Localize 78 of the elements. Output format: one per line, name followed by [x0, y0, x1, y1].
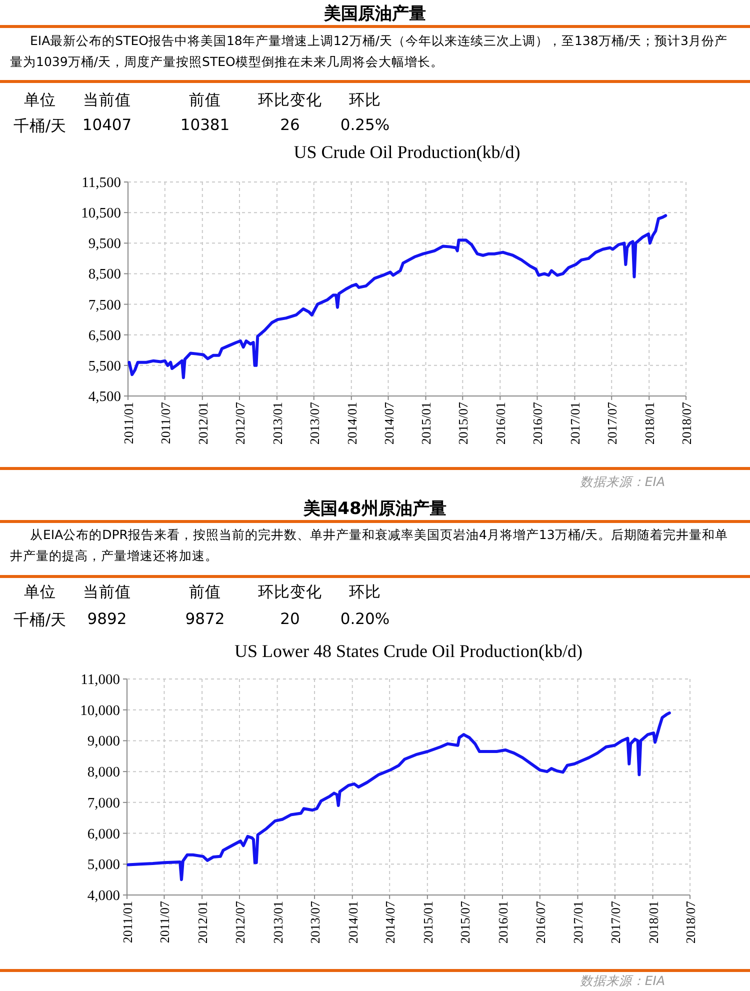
text: EIA最新公布的STEO报告中将美国18年产量增速上调12万桶/天（今年以来连续三次上调），至138万桶/天；预计3月份产量为1039万桶/天，周度产量按照STEO模型倒推在未来几周将会大幅增长。	[10, 32, 728, 71]
y-tick-label: 10,500	[81, 206, 121, 222]
x-tick-label: 2012/07	[232, 402, 248, 445]
x-tick-label: 2017/07	[608, 900, 623, 944]
x-tick-label: 2012/01	[195, 402, 210, 445]
source-note: 数据来源：EIA	[580, 474, 665, 491]
text: 环比	[349, 91, 381, 109]
text: 环比变化	[257, 90, 323, 111]
source-note: 数据来源：EIA	[580, 973, 665, 990]
x-tick-label: 2016/01	[495, 901, 510, 944]
text: 当前值	[82, 582, 132, 603]
text: 10407	[82, 116, 132, 134]
y-tick-label: 11,000	[80, 672, 120, 688]
x-tick-label: 2011/01	[120, 901, 135, 944]
text: 千桶/天	[13, 611, 67, 629]
text: 环比变化	[257, 582, 323, 603]
text: 0.25%	[339, 116, 391, 134]
text: 美国原油产量	[322, 3, 427, 25]
x-tick-label: 2015/01	[420, 901, 436, 944]
x-tick-label: 2011/07	[158, 402, 173, 444]
x-tick-label: 2016/01	[493, 402, 508, 445]
x-tick-label: 2012/07	[232, 900, 248, 944]
text: 当前值	[82, 90, 132, 111]
x-tick-label: 2011/07	[157, 900, 172, 944]
x-tick-label: 2015/07	[458, 900, 473, 944]
text: 9892	[87, 610, 127, 628]
text: 千桶/天	[13, 117, 67, 135]
y-tick-label: 4,500	[88, 389, 121, 405]
x-tick-label: 2017/01	[568, 402, 583, 445]
y-tick-label: 8,500	[88, 266, 121, 283]
y-tick-label: 11,500	[82, 175, 121, 191]
x-tick-label: 2016/07	[532, 900, 548, 944]
y-tick-label: 9,500	[88, 236, 121, 252]
y-tick-label: 6,000	[87, 826, 120, 842]
text: 从EIA公布的DPR报告来看，按照当前的完井数、单井产量和衰减率美国页岩油4月将增产13万桶/天。后期随着完井量和单井产量的提高，产量增速还将加速。	[10, 526, 730, 565]
text: 0.20%	[339, 610, 391, 628]
text: 单位	[24, 583, 56, 601]
y-tick-label: 8,000	[87, 764, 120, 781]
y-tick-label: 7,500	[88, 297, 121, 314]
text: 环比	[349, 583, 381, 601]
text: 前值	[188, 90, 222, 111]
text: 前值	[188, 582, 222, 603]
x-tick-label: 2012/01	[195, 901, 210, 944]
chart-title: US Lower 48 States Crude Oil Production(kb/d)	[234, 641, 582, 661]
x-tick-label: 2015/01	[418, 402, 434, 445]
x-tick-label: 2016/07	[530, 402, 546, 445]
line-series	[128, 214, 668, 380]
y-tick-label: 6,500	[88, 328, 121, 344]
x-tick-label: 2018/07	[679, 402, 694, 445]
x-tick-label: 2013/01	[270, 901, 286, 944]
text: 单位	[24, 91, 56, 109]
x-tick-label: 2018/07	[683, 900, 698, 944]
x-tick-label: 2014/01	[344, 402, 360, 445]
x-tick-label: 2015/07	[456, 402, 471, 445]
text: 26	[279, 116, 301, 134]
y-tick-label: 4,000	[87, 888, 120, 904]
text: 20	[279, 610, 301, 628]
x-tick-label: 2018/01	[642, 402, 658, 445]
x-tick-label: 2017/01	[570, 901, 586, 944]
text: 10381	[179, 116, 231, 134]
y-tick-label: 5,500	[88, 358, 121, 374]
x-tick-label: 2014/01	[345, 901, 360, 944]
x-tick-label: 2011/01	[121, 402, 136, 444]
x-tick-label: 2013/07	[308, 900, 323, 944]
x-tick-label: 2018/01	[646, 901, 661, 944]
x-tick-label: 2014/07	[381, 402, 396, 445]
x-tick-label: 2014/07	[382, 900, 398, 944]
x-tick-label: 2017/07	[604, 402, 620, 445]
line-series	[126, 711, 671, 882]
x-tick-label: 2013/07	[306, 402, 322, 445]
y-tick-label: 9,000	[87, 734, 120, 750]
y-tick-label: 7,000	[87, 795, 120, 812]
y-tick-label: 5,000	[87, 857, 120, 874]
text: 9872	[184, 610, 226, 628]
x-tick-label: 2013/01	[270, 402, 285, 445]
chart-title: US Crude Oil Production(kb/d)	[294, 142, 520, 162]
text: 美国48州原油产量	[302, 498, 448, 520]
y-tick-label: 10,000	[80, 702, 120, 719]
